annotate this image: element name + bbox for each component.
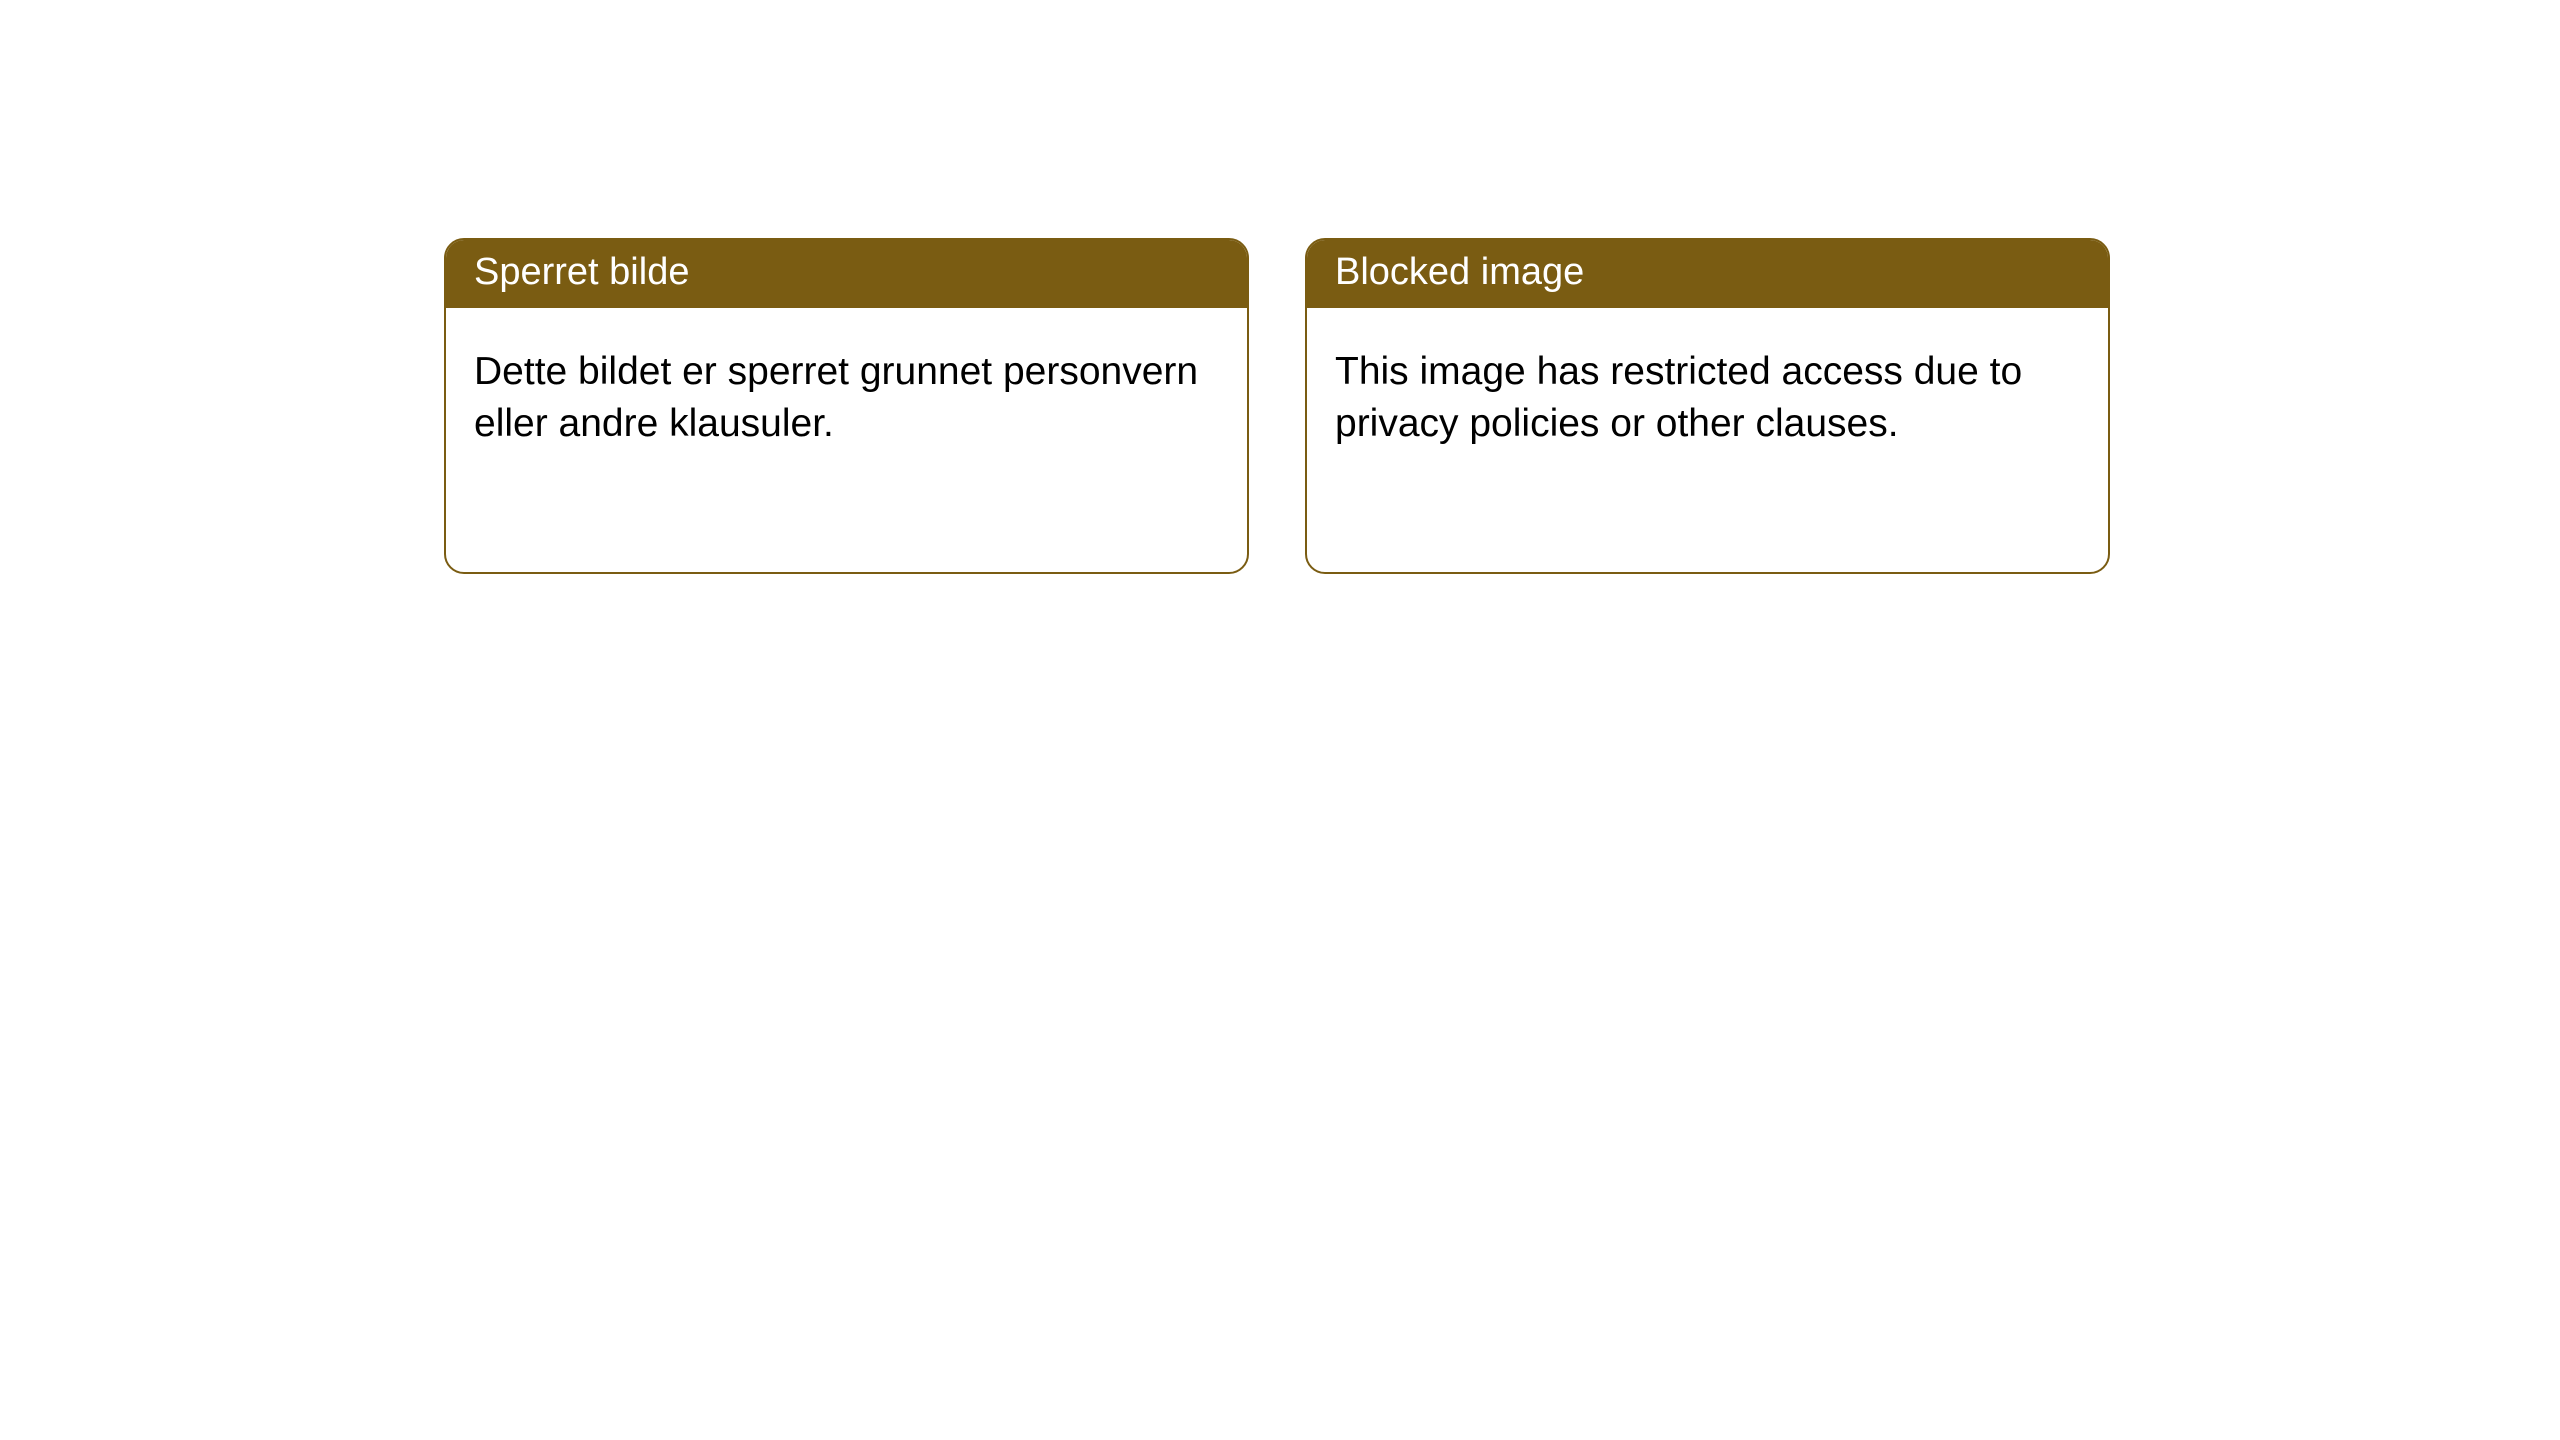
- notice-body-english: This image has restricted access due to …: [1307, 308, 2108, 475]
- notice-body-norwegian: Dette bildet er sperret grunnet personve…: [446, 308, 1247, 475]
- notice-container: Sperret bilde Dette bildet er sperret gr…: [0, 0, 2560, 574]
- notice-title-english: Blocked image: [1307, 240, 2108, 308]
- notice-card-english: Blocked image This image has restricted …: [1305, 238, 2110, 574]
- notice-title-norwegian: Sperret bilde: [446, 240, 1247, 308]
- notice-card-norwegian: Sperret bilde Dette bildet er sperret gr…: [444, 238, 1249, 574]
